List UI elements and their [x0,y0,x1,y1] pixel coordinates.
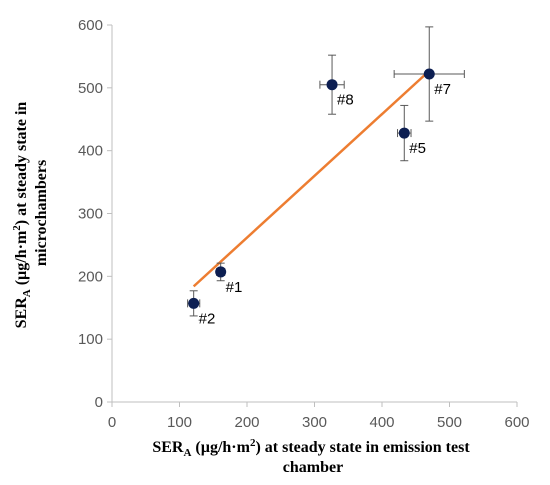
data-point [423,68,435,80]
point-label: #2 [199,310,216,327]
y-tick-label: 300 [78,206,103,223]
axes [107,24,518,407]
x-tick-label: 300 [302,414,327,431]
tick-labels: 0 100 200 300 400 500 600 0 100 200 300 400 500 600 [78,17,530,431]
x-tick-label: 400 [369,414,394,431]
y-tick-label: 600 [78,17,103,34]
point-labels: #1 #2 #5 #7 #8 [199,81,451,327]
x-tick-label: 600 [504,414,529,431]
data-point [188,297,200,309]
y-tick-label: 0 [95,394,103,411]
y-tick-label: 100 [78,331,103,348]
point-label: #5 [409,140,426,157]
x-tick-label: 200 [234,414,259,431]
data-point [398,127,410,139]
point-label: #1 [226,279,243,296]
trendline [192,69,431,288]
point-label: #8 [337,92,354,109]
y-tick-label: 200 [78,268,103,285]
x-tick-label: 100 [167,414,192,431]
data-point [215,266,227,278]
y-axis-title: SERA (µg/h·m2) at steady state in microc… [11,98,50,329]
data-points [188,68,435,309]
y-tick-label: 500 [78,80,103,97]
y-tick-label: 400 [78,143,103,160]
x-tick-label: 0 [108,414,116,431]
x-tick-label: 500 [437,414,462,431]
x-axis-title: SERA (µg/h·m2) at steady state in emissi… [152,437,473,476]
trendline-group [192,69,431,288]
data-point [326,79,338,91]
point-label: #7 [434,81,451,98]
error-bars [187,26,465,317]
